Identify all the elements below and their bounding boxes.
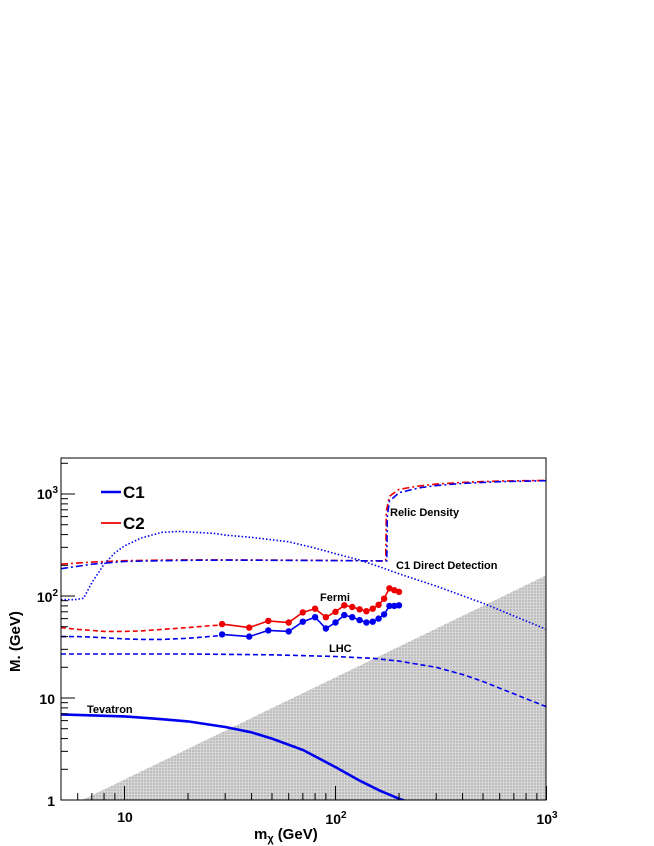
series-layer [61,479,546,800]
excluded-region [82,575,546,800]
annotation-relic-density: Relic Density [390,507,460,519]
y-tick-label-1: 1 [47,793,55,809]
data-point-fermi-c2 [375,601,382,608]
y-axis-title: M. (GeV) [7,611,24,672]
data-point-fermi-c2 [311,605,319,612]
annotation-fermi: Fermi [320,592,350,604]
data-point-fermi-c2 [356,606,363,613]
data-point-fermi-c2 [332,608,339,615]
data-point-fermi-c2 [369,605,376,612]
legend-label-c2: C2 [123,514,145,533]
data-point-fermi-c2 [363,608,370,615]
data-point-fermi-c1 [395,602,403,609]
data-point-fermi-c1 [380,611,388,618]
data-point-fermi-c2 [386,585,393,592]
data-point-fermi-c1 [332,619,339,626]
data-point-fermi-c2 [380,595,388,602]
data-point-fermi-c2 [395,588,403,595]
legend-label-c1: C1 [123,483,145,502]
data-point-fermi-c2 [322,614,330,621]
data-point-fermi-c2 [341,602,348,609]
data-point-fermi-c1 [375,615,382,622]
data-point-fermi-c1 [246,633,253,640]
x-tick-label-100: 102 [325,810,347,827]
axis-ticks [60,462,548,801]
data-point-fermi-c1 [391,602,398,610]
data-point-fermi-c2 [299,609,306,616]
data-point-fermi-c2 [285,619,292,626]
data-point-fermi-c1 [356,616,363,624]
data-point-fermi-c1 [218,631,226,638]
data-point-fermi-c1 [341,611,348,619]
data-point-fermi-c2 [349,603,356,611]
annotation-direct-detection: C1 Direct Detection [396,560,498,572]
y-tick-label-100: 102 [37,588,59,605]
data-point-fermi-c2 [218,620,226,628]
data-point-fermi-c1 [363,619,370,626]
plot-frame [60,457,547,801]
annotation-tevatron: Tevatron [87,704,133,716]
data-point-fermi-c1 [265,627,272,634]
data-point-fermi-c1 [311,614,319,621]
data-point-fermi-c1 [285,628,292,635]
x-tick-label-10: 10 [117,809,133,825]
excluded-region-shape [82,575,546,800]
series-line-lhc-c1 [61,653,546,708]
x-tick-label-1000: 103 [536,810,558,827]
data-point-fermi-c2 [246,624,253,631]
data-point-fermi-c1 [299,618,306,625]
data-point-fermi-c1 [349,614,356,621]
series-line-fermi-c2-dashed [61,624,223,633]
data-point-fermi-c1 [322,625,330,632]
series-line-direct-c1 [61,530,546,631]
series-line-relic-c1 [61,479,546,570]
data-point-fermi-c1 [386,602,393,610]
data-point-fermi-c2 [265,617,272,625]
y-tick-label-1000: 103 [37,485,59,502]
legend: C1 C2 [101,483,145,533]
data-point-fermi-c1 [369,618,376,625]
x-axis-title: mχ (GeV) [254,826,318,845]
y-tick-label-10: 10 [39,691,55,707]
annotation-lhc: LHC [329,643,352,655]
series-line-fermi-c1-dashed [61,634,223,641]
series-line-tevatron-c1 [61,713,407,800]
